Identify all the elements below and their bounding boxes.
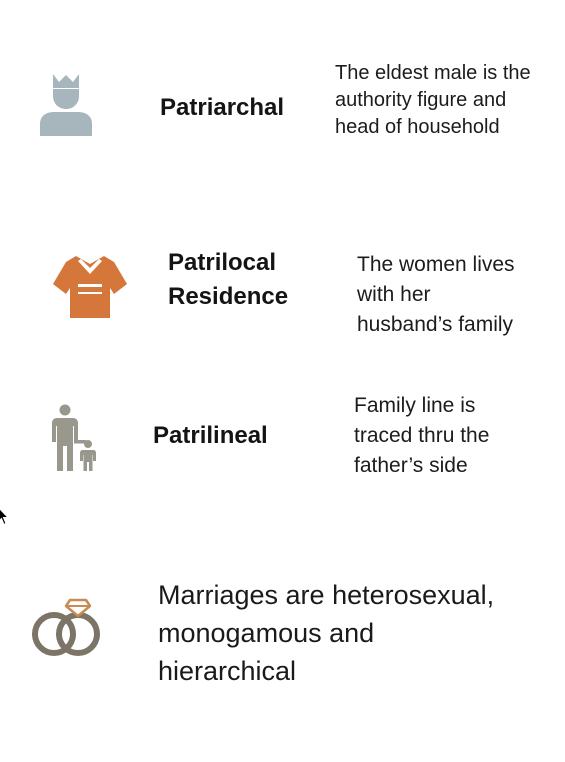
kimono-icon <box>53 256 127 318</box>
desc-patrilocal-residence: The women lives with her husband’s famil… <box>357 250 515 340</box>
desc-line: monogamous and <box>158 618 375 648</box>
desc-line: head of household <box>335 116 500 138</box>
desc-line: with her <box>357 283 431 306</box>
wedding-rings-icon <box>32 598 100 656</box>
desc-line: father’s side <box>354 454 468 477</box>
term-line: Patrilineal <box>153 422 268 449</box>
term-line: Patriarchal <box>160 94 285 121</box>
desc-patriarchal: The eldest male is the authority figure … <box>335 60 531 141</box>
father-child-icon <box>52 404 96 471</box>
term-line: Residence <box>168 283 289 310</box>
mouse-cursor-icon <box>0 508 9 526</box>
term-patrilineal: Patrilineal <box>153 419 268 453</box>
desc-line: traced thru the <box>354 424 490 447</box>
desc-line: The eldest male is the <box>335 62 531 84</box>
desc-line: hierarchical <box>158 656 297 686</box>
desc-line: Marriages are heterosexual, <box>158 580 495 610</box>
king-person-icon <box>40 74 92 136</box>
desc-line: The women lives <box>357 253 515 276</box>
desc-patrilineal: Family line is traced thru the father’s … <box>354 391 489 481</box>
desc-line: husband’s family <box>357 313 514 336</box>
desc-line: Family line is <box>354 394 476 417</box>
term-line: Patrilocal <box>168 249 277 276</box>
desc-line: authority figure and <box>335 89 507 111</box>
desc-marriages: Marriages are heterosexual, monogamous a… <box>158 576 494 690</box>
term-patrilocal-residence: Patrilocal Residence <box>168 246 288 314</box>
term-patriarchal: Patriarchal <box>160 91 284 125</box>
